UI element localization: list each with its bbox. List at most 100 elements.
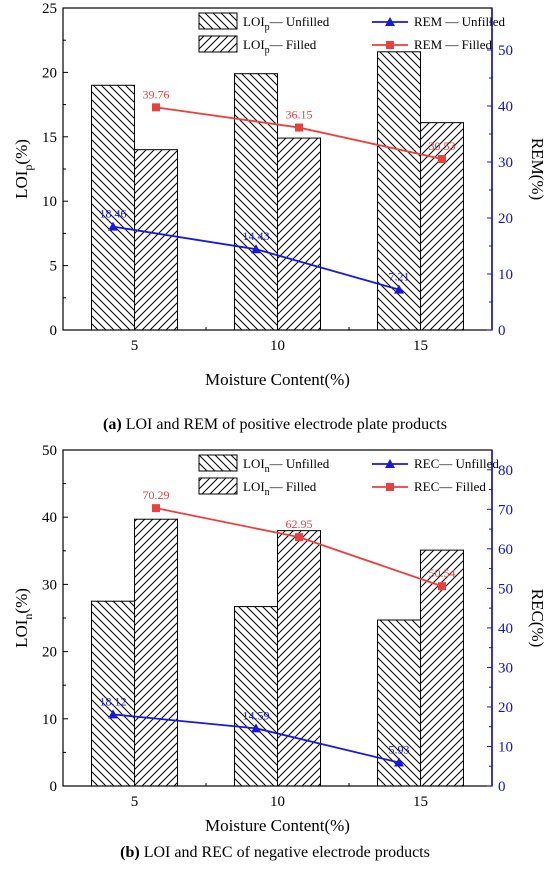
marker-filled-15 — [438, 155, 446, 164]
right-tick-label: 40 — [498, 99, 513, 115]
marker-unfilled-10 — [251, 723, 261, 733]
legend-label-bar-1: LOIp— Filled — [243, 37, 317, 56]
left-tick-label: 10 — [42, 712, 57, 728]
x-tick-label: 5 — [131, 338, 139, 354]
x-axis-label: Moisture Content(%) — [205, 816, 350, 835]
legend-marker-0 — [385, 459, 395, 468]
legend-swatch-bar-0 — [198, 12, 238, 30]
chart-panel-b: 0 10 20 30 40 50 0 10 20 30 40 50 60 70 80 5 10 15 Moistur… — [12, 443, 547, 861]
left-y-axis-label-sub: n — [21, 614, 35, 620]
right-tick-label: 80 — [498, 463, 513, 479]
bar-unfilled-10 — [234, 606, 278, 787]
right-tick-label: 60 — [498, 542, 513, 558]
panel-caption-letter: (a) — [103, 416, 122, 433]
left-y-axis-label-sub: p — [21, 165, 35, 171]
bar-filled-10 — [277, 530, 321, 787]
legend-label-line-0: REM — Unfilled — [414, 14, 505, 29]
right-tick-label: 40 — [498, 621, 513, 637]
bar-unfilled-10 — [234, 73, 278, 331]
x-tick-label: 10 — [270, 794, 285, 810]
right-y-axis-label: REC(%) — [528, 589, 547, 648]
bar-filled-15 — [420, 122, 464, 331]
bar-unfilled-5 — [91, 600, 135, 787]
right-tick-label: 0 — [498, 779, 506, 795]
marker-unfilled-15 — [394, 757, 404, 767]
bar-filled-5 — [134, 149, 178, 331]
right-tick-label: 50 — [498, 43, 513, 59]
left-tick-label: 0 — [50, 323, 58, 339]
left-tick-label: 50 — [42, 443, 57, 459]
right-y-axis-label: REM(%) — [528, 138, 547, 200]
left-tick-label: 20 — [42, 645, 57, 661]
legend-label-line-0: REC— Unfilled — [414, 456, 499, 471]
legend-label-bar-0: LOIn— Unfilled — [243, 456, 330, 475]
data-label-filled-10: 36.15 — [286, 108, 313, 122]
chart-panel-a: 0 5 10 15 20 25 0 10 20 30 40 50 5 10 15 Moisture Conte… — [12, 1, 547, 433]
panel-caption-letter: (b) — [120, 844, 140, 861]
data-label-unfilled-15: 7.21 — [389, 270, 410, 284]
data-label-unfilled-15: 5.93 — [389, 743, 410, 757]
right-tick-label: 20 — [498, 211, 513, 227]
marker-filled-15 — [438, 582, 446, 591]
data-label-filled-10: 62.95 — [286, 517, 313, 531]
marker-unfilled-5 — [108, 709, 118, 719]
data-label-unfilled-10: 14.59 — [243, 708, 270, 722]
left-tick-label: 0 — [50, 779, 58, 795]
marker-unfilled-15 — [394, 284, 404, 294]
data-label-unfilled-5: 18.12 — [100, 694, 127, 708]
x-tick-label: 5 — [131, 794, 139, 810]
legend-marker-1 — [386, 483, 394, 491]
bar-unfilled-5 — [91, 84, 135, 331]
left-y-axis-label: LOIp(%) — [12, 139, 35, 199]
right-tick-label: 10 — [498, 739, 513, 755]
data-label-filled-15: 30.53 — [429, 139, 456, 153]
data-label-unfilled-10: 14.43 — [243, 229, 270, 243]
left-y-axis-label-main: LOI — [12, 170, 31, 199]
x-tick-label: 15 — [413, 794, 428, 810]
left-y-axis-label: LOIn(%) — [12, 588, 35, 648]
panel-caption-text: LOI and REC of negative electrode produc… — [140, 844, 430, 861]
panel-caption: (b) LOI and REC of negative electrode pr… — [120, 844, 430, 861]
right-tick-label: 50 — [498, 581, 513, 597]
right-tick-label: 70 — [498, 502, 513, 518]
left-tick-label: 30 — [42, 577, 57, 593]
x-tick-label: 15 — [413, 338, 428, 354]
legend-label-bar-1: LOIn— Filled — [243, 479, 317, 498]
right-tick-label: 0 — [498, 323, 506, 339]
marker-filled-10 — [295, 123, 303, 132]
legend-swatch-bar-1 — [198, 477, 238, 495]
marker-unfilled-10 — [251, 244, 261, 254]
left-tick-label: 15 — [42, 130, 57, 146]
bar-unfilled-15 — [377, 51, 421, 331]
legend-marker-1 — [386, 41, 394, 49]
data-label-filled-15: 50.54 — [429, 566, 456, 580]
legend-swatch-bar-0 — [198, 454, 238, 472]
x-tick-label: 10 — [270, 338, 285, 354]
left-y-axis-label-main: LOI — [12, 619, 31, 648]
left-tick-label: 20 — [42, 65, 57, 81]
marker-unfilled-5 — [108, 221, 118, 231]
legend-label-line-1: REM — Filled — [414, 37, 493, 52]
left-tick-label: 5 — [50, 259, 58, 275]
x-axis-label: Moisture Content(%) — [205, 370, 350, 389]
marker-filled-10 — [295, 533, 303, 542]
marker-filled-5 — [152, 103, 160, 112]
bar-filled-10 — [277, 137, 321, 331]
left-tick-label: 10 — [42, 194, 57, 210]
right-tick-label: 30 — [498, 660, 513, 676]
right-tick-label: 30 — [498, 155, 513, 171]
right-tick-label: 10 — [498, 267, 513, 283]
data-label-filled-5: 39.76 — [143, 87, 170, 101]
left-tick-label: 40 — [42, 510, 57, 526]
legend-label-line-1: REC— Filled — [414, 479, 486, 494]
data-label-unfilled-5: 18.46 — [100, 207, 127, 221]
bar-filled-5 — [134, 518, 178, 787]
left-y-axis-label-tail: (%) — [12, 139, 31, 164]
panel-caption: (a) LOI and REM of positive electrode pl… — [103, 416, 447, 433]
marker-filled-5 — [152, 504, 160, 513]
legend-marker-0 — [385, 17, 395, 26]
data-label-filled-5: 70.29 — [143, 488, 170, 502]
right-tick-label: 20 — [498, 700, 513, 716]
left-y-axis-label-tail: (%) — [12, 588, 31, 613]
